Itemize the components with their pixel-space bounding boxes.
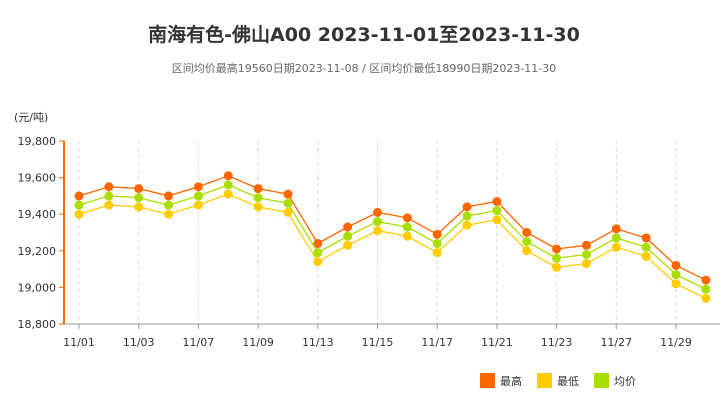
- data-point: [552, 253, 562, 263]
- data-point: [581, 249, 591, 259]
- y-tick-label: 19,400: [18, 208, 57, 221]
- y-axis-label: (元/吨): [14, 111, 48, 124]
- legend-swatch: [537, 373, 552, 388]
- data-point: [552, 244, 562, 254]
- data-point: [253, 193, 263, 203]
- data-point: [432, 229, 442, 239]
- data-point: [313, 257, 323, 267]
- data-point: [343, 222, 353, 232]
- series-line-2: [78, 184, 707, 290]
- data-point: [373, 207, 382, 217]
- y-tick-label: 19,800: [18, 135, 57, 148]
- data-point: [193, 191, 203, 201]
- x-tick-label: 11/21: [481, 336, 513, 349]
- data-point: [164, 200, 174, 210]
- data-point: [641, 233, 651, 243]
- legend-label: 最高: [500, 374, 522, 388]
- data-point: [462, 211, 472, 221]
- data-point: [283, 189, 293, 199]
- data-point: [671, 270, 681, 280]
- series-line-0: [78, 175, 707, 281]
- data-point: [283, 198, 293, 208]
- y-tick-label: 19,000: [18, 281, 57, 294]
- y-tick-label: 18,800: [18, 318, 57, 331]
- data-point: [611, 242, 621, 252]
- data-point: [164, 191, 174, 201]
- x-tick-label: 11/13: [302, 336, 334, 349]
- data-point: [522, 228, 532, 237]
- y-tick-label: 19,600: [18, 172, 57, 185]
- data-point: [581, 240, 591, 250]
- data-point: [193, 182, 203, 192]
- series-line-1: [78, 193, 707, 299]
- data-point: [134, 184, 144, 194]
- data-point: [611, 224, 621, 234]
- data-point: [462, 202, 472, 212]
- data-point: [701, 275, 711, 285]
- legend-label: 均价: [614, 375, 636, 388]
- data-point: [492, 196, 502, 206]
- legend-swatch: [594, 373, 609, 388]
- data-point: [552, 262, 562, 272]
- data-point: [373, 217, 382, 227]
- data-point: [74, 209, 84, 219]
- data-point: [432, 248, 442, 258]
- x-tick-label: 11/17: [421, 336, 453, 349]
- data-point: [134, 193, 144, 203]
- data-point: [343, 240, 353, 250]
- x-tick-label: 11/07: [183, 336, 215, 349]
- data-point: [313, 238, 323, 248]
- data-point: [671, 260, 681, 270]
- data-point: [492, 215, 502, 225]
- legend-swatch: [480, 373, 495, 388]
- data-point: [283, 207, 293, 217]
- legend-label: 最低: [557, 375, 579, 388]
- data-point: [104, 182, 114, 192]
- data-point: [134, 202, 144, 212]
- data-point: [522, 237, 532, 247]
- data-point: [611, 233, 621, 243]
- x-tick-label: 11/23: [541, 336, 573, 349]
- data-point: [74, 191, 84, 201]
- data-point: [402, 213, 412, 223]
- data-point: [492, 206, 502, 216]
- chart-title: 南海有色-佛山A00 2023-11-01至2023-11-30: [148, 24, 580, 46]
- data-point: [522, 246, 532, 256]
- data-point: [701, 293, 711, 303]
- data-point: [74, 200, 84, 210]
- data-point: [193, 200, 203, 210]
- data-point: [164, 209, 174, 219]
- data-point: [223, 171, 233, 181]
- chart-subtitle: 区间均价最高19560日期2023-11-08 / 区间均价最低18990日期2…: [171, 62, 557, 75]
- x-tick-label: 11/29: [660, 336, 692, 349]
- data-point: [402, 222, 412, 232]
- x-tick-label: 11/27: [600, 336, 632, 349]
- data-point: [581, 259, 591, 269]
- data-point: [373, 226, 382, 236]
- data-point: [253, 202, 263, 212]
- data-point: [223, 180, 233, 190]
- data-point: [432, 238, 442, 248]
- data-point: [253, 184, 263, 194]
- data-point: [641, 242, 651, 252]
- x-tick-label: 11/01: [63, 336, 95, 349]
- data-point: [313, 248, 323, 258]
- data-point: [402, 231, 412, 241]
- x-tick-label: 11/03: [123, 336, 155, 349]
- data-point: [104, 200, 114, 210]
- data-point: [671, 279, 681, 289]
- data-point: [104, 191, 114, 201]
- x-tick-label: 11/15: [362, 336, 394, 349]
- data-point: [462, 220, 472, 230]
- data-point: [223, 189, 233, 199]
- data-point: [701, 284, 711, 294]
- x-tick-label: 11/09: [242, 336, 274, 349]
- data-point: [343, 231, 353, 241]
- y-tick-label: 19,200: [18, 245, 57, 258]
- data-point: [641, 251, 651, 261]
